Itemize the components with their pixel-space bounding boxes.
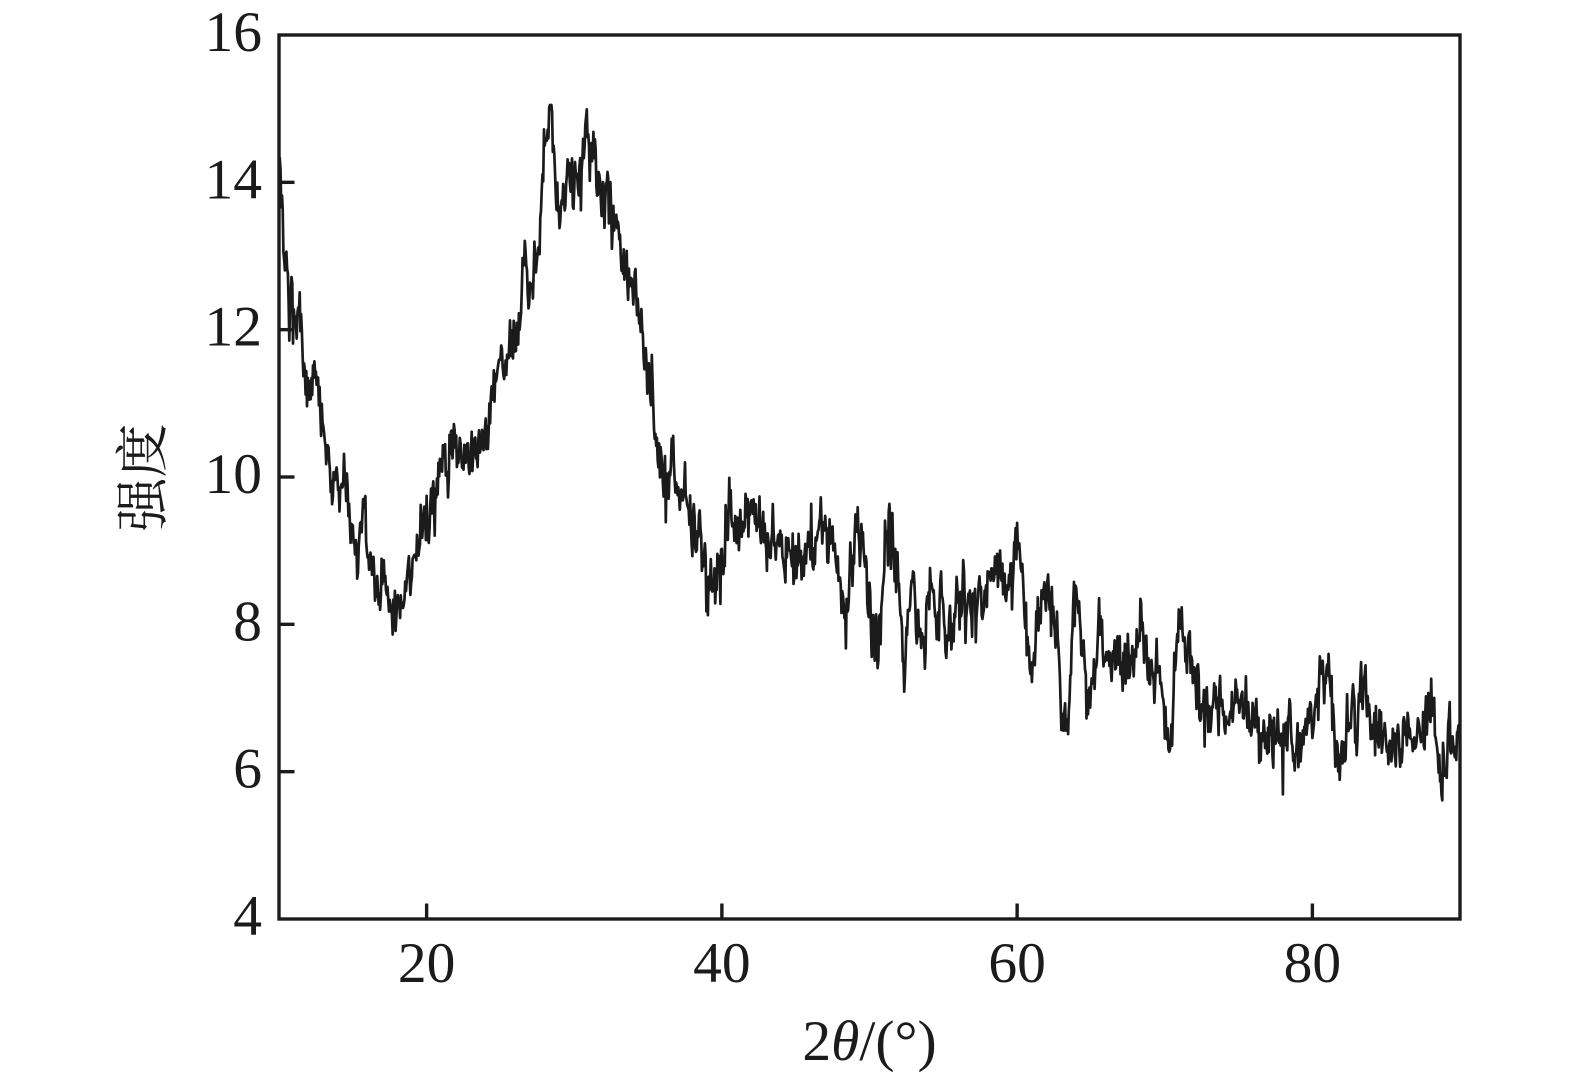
svg-text:2θ/(°): 2θ/(°) — [802, 1010, 936, 1073]
svg-text:12: 12 — [205, 296, 263, 359]
svg-text:40: 40 — [693, 932, 751, 995]
svg-text:14: 14 — [205, 148, 263, 211]
svg-text:10: 10 — [205, 443, 263, 506]
svg-text:4: 4 — [233, 885, 262, 948]
svg-text:60: 60 — [988, 932, 1046, 995]
svg-text:80: 80 — [1284, 932, 1342, 995]
svg-text:20: 20 — [398, 932, 456, 995]
svg-text:8: 8 — [233, 590, 262, 653]
svg-text:16: 16 — [205, 1, 263, 64]
svg-text:6: 6 — [233, 738, 262, 801]
